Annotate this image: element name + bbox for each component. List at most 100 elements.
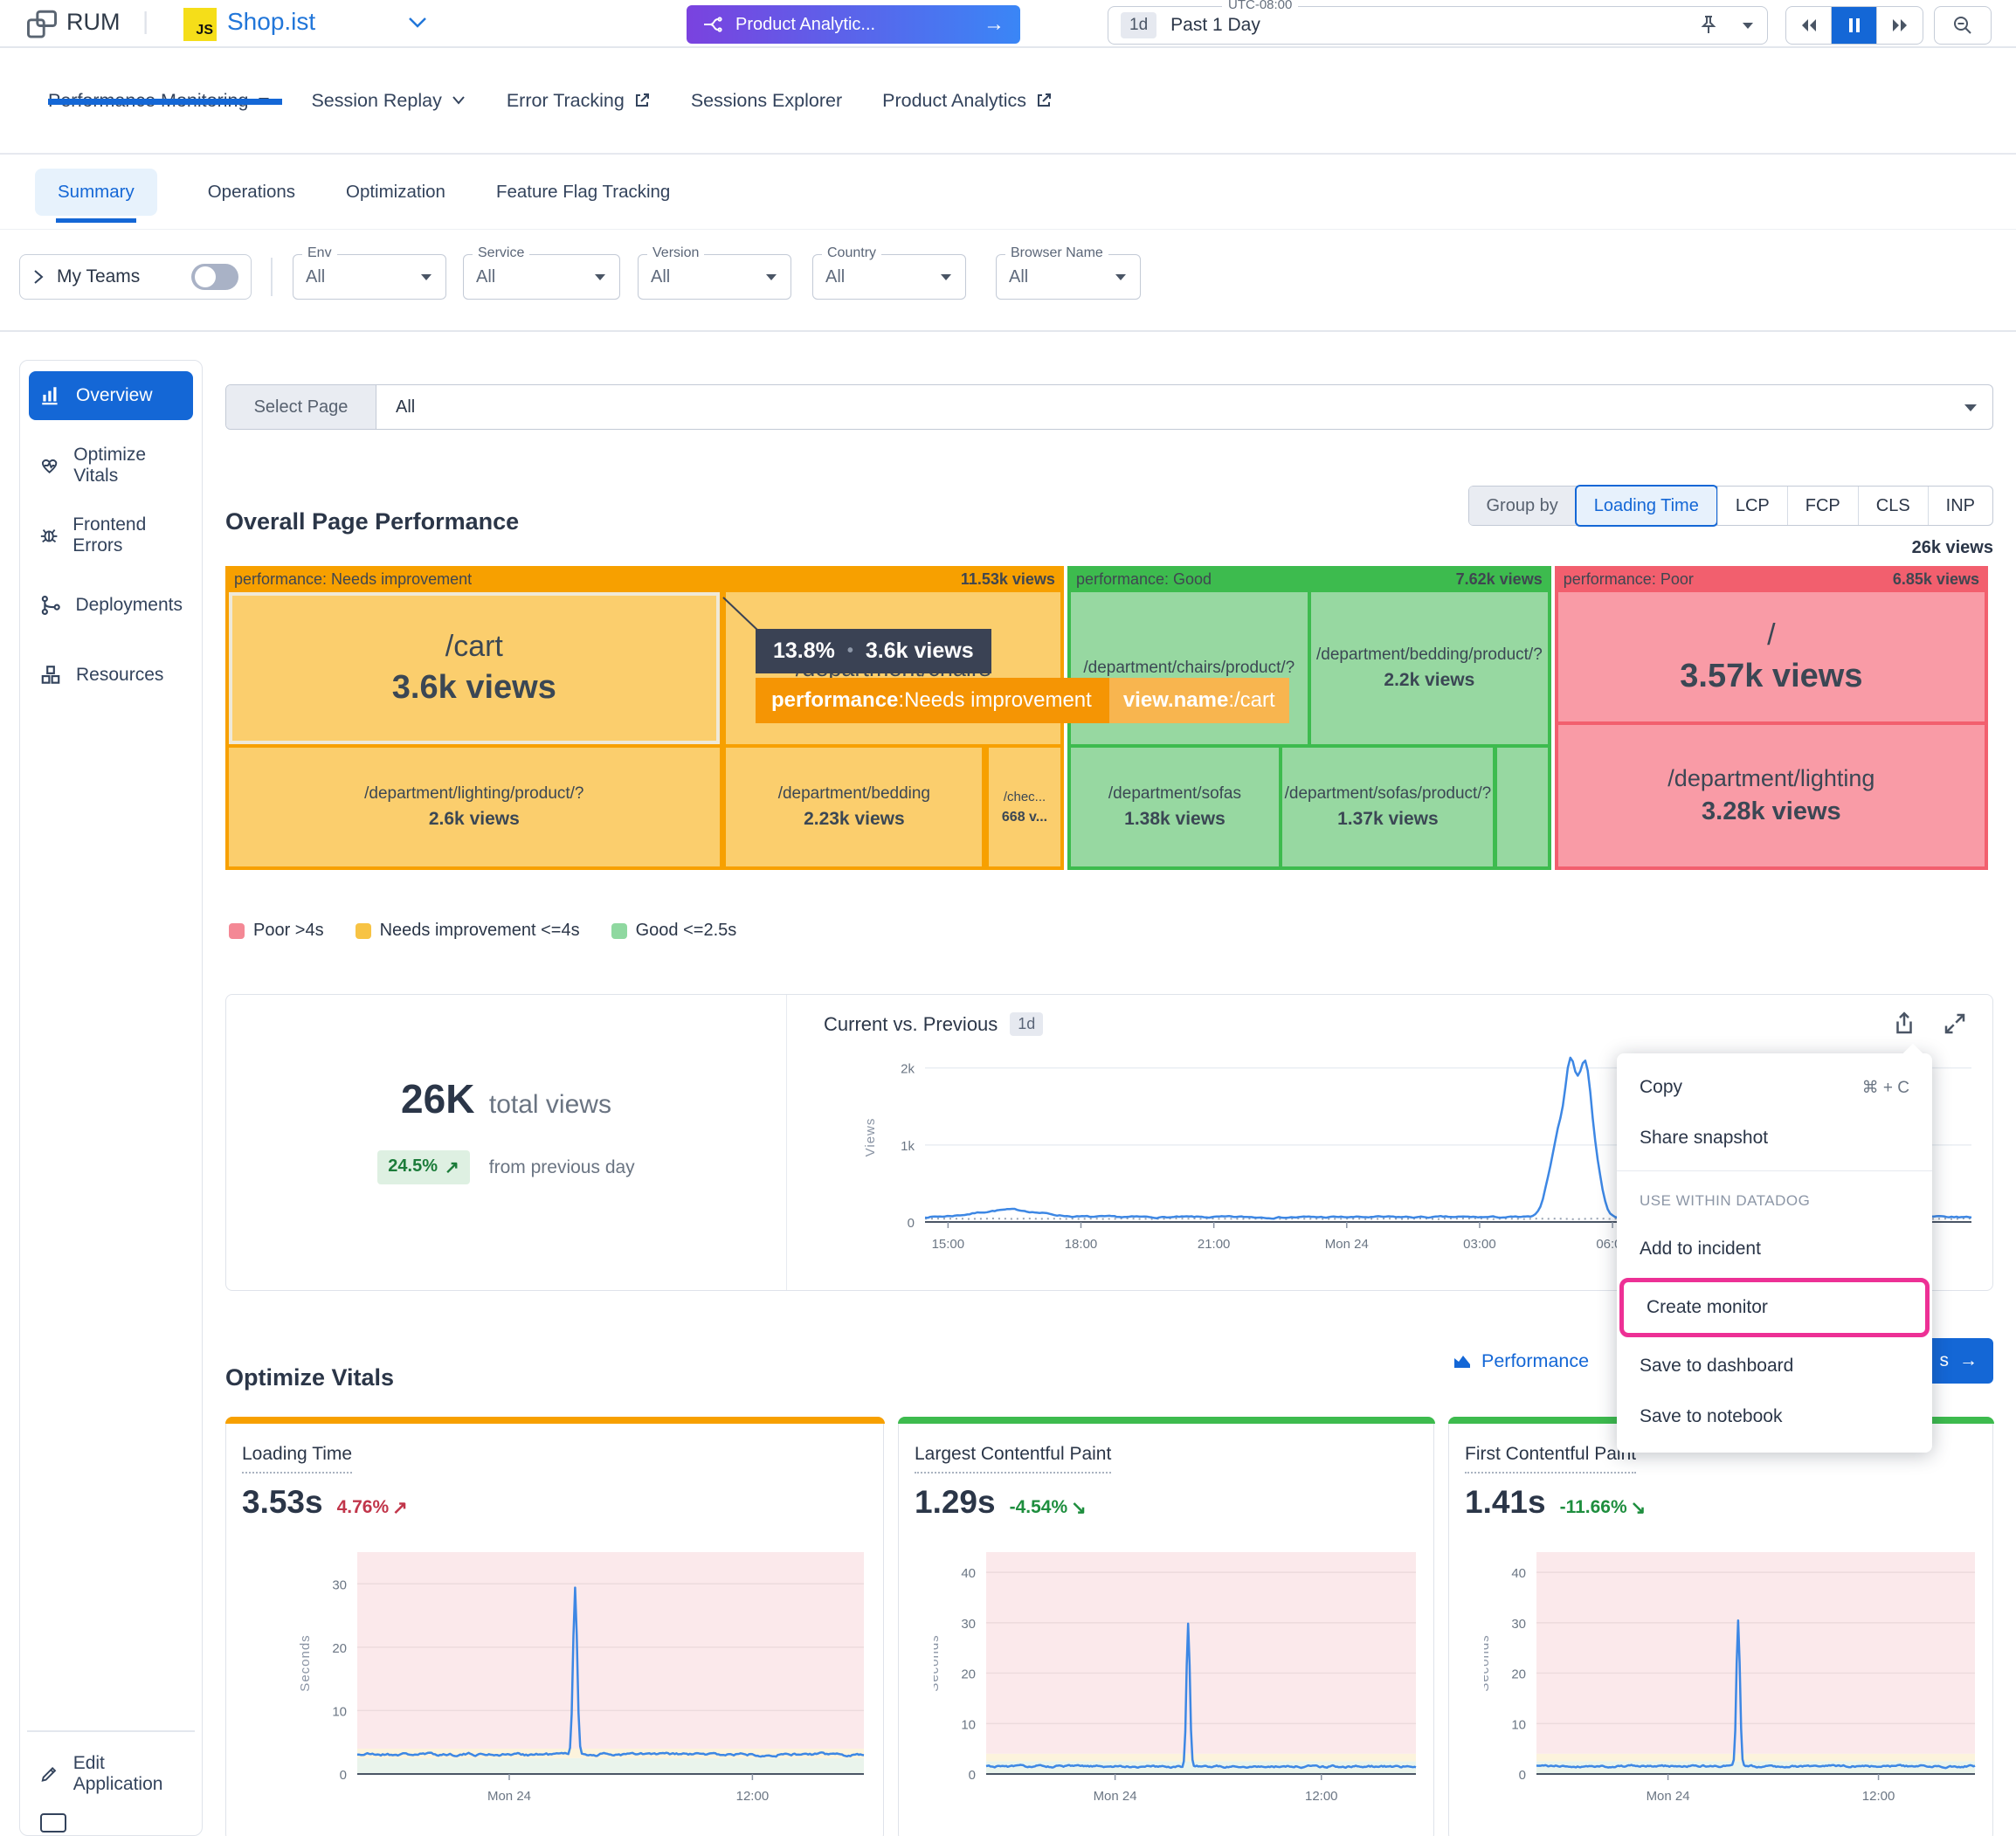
- tab-feature-flag-tracking[interactable]: Feature Flag Tracking: [495, 181, 671, 202]
- pencil-icon: [41, 1767, 57, 1782]
- performance-link[interactable]: Performance: [1452, 1350, 1589, 1372]
- pin-icon[interactable]: [1699, 15, 1718, 36]
- sidebar-item-frontend-errors[interactable]: Frontend Errors: [29, 511, 193, 560]
- version-filter[interactable]: Version All: [638, 245, 791, 300]
- chevron-down-icon[interactable]: [407, 16, 428, 30]
- delta-badge: 24.5% ↗: [377, 1150, 470, 1184]
- svg-text:30: 30: [1511, 1617, 1526, 1632]
- group-by-cls[interactable]: CLS: [1857, 487, 1928, 525]
- tab-optimization[interactable]: Optimization: [346, 181, 445, 202]
- sidebar-item-optimize-vitals[interactable]: Optimize Vitals: [29, 441, 193, 490]
- sidebar-item-resources[interactable]: Resources: [29, 651, 193, 700]
- main-navigation: Performance Monitoring Session Replay Er…: [0, 48, 2016, 155]
- create-monitor-highlight: Create monitor: [1619, 1278, 1930, 1337]
- svg-text:Mon 24: Mon 24: [1094, 1789, 1137, 1804]
- nav-product-analytics[interactable]: Product Analytics: [882, 90, 1053, 112]
- card-title[interactable]: First Contentful Paint: [1465, 1444, 1637, 1474]
- group-by-lcp[interactable]: LCP: [1716, 487, 1787, 525]
- sidebar-item-deployments[interactable]: Deployments: [29, 581, 193, 630]
- edit-application-button[interactable]: Edit Application: [29, 1750, 193, 1798]
- sub-navigation: Summary Operations Optimization Feature …: [0, 155, 2016, 230]
- svg-text:Mon 24: Mon 24: [1647, 1789, 1690, 1804]
- svg-text:1k: 1k: [901, 1139, 915, 1154]
- trend-icon: ↘: [1630, 1498, 1647, 1518]
- product-analytics-button-label: Product Analytic...: [735, 14, 876, 34]
- product-analytics-button[interactable]: Product Analytic... →: [687, 5, 1020, 44]
- treemap-tile[interactable]: /department/sofas/product/? 1.37k views: [1282, 748, 1494, 866]
- first-contentful-paint-card: First Contentful Paint 1.41s -11.66% ↘ 0 1…: [1447, 1416, 1994, 1836]
- copy-shortcut: ⌘ + C: [1861, 1078, 1909, 1097]
- select-page-dropdown[interactable]: Select Page All: [225, 384, 1993, 430]
- legend-item-needs-improvement: Needs improvement <=4s: [355, 921, 580, 941]
- svg-text:0: 0: [969, 1768, 976, 1783]
- deployments-icon: [41, 595, 60, 616]
- treemap-tile[interactable]: /department/lighting 3.28k views: [1557, 724, 1985, 866]
- svg-text:40: 40: [1511, 1566, 1526, 1581]
- export-icon[interactable]: [1891, 1011, 1917, 1037]
- card-title[interactable]: Loading Time: [242, 1444, 353, 1474]
- tab-summary[interactable]: Summary: [35, 168, 157, 223]
- heart-pulse-icon: [41, 459, 58, 474]
- caret-down-icon[interactable]: [1741, 20, 1755, 31]
- nav-error-tracking[interactable]: Error Tracking: [507, 90, 651, 112]
- browser-name-filter[interactable]: Browser Name All: [996, 245, 1141, 300]
- menu-item-save-to-notebook[interactable]: Save to notebook: [1640, 1406, 1783, 1426]
- legend-swatch: [229, 922, 245, 939]
- application-selector[interactable]: Shop.ist: [227, 8, 316, 35]
- country-filter[interactable]: Country All: [812, 245, 966, 300]
- tooltip-connector: [722, 597, 759, 632]
- trend-icon: ↗: [392, 1498, 408, 1518]
- page-title: Overall Page Performance: [225, 508, 520, 535]
- nav-sessions-explorer[interactable]: Sessions Explorer: [690, 89, 843, 111]
- my-teams-toggle[interactable]: [191, 264, 238, 290]
- group-by-fcp[interactable]: FCP: [1786, 487, 1858, 525]
- service-filter[interactable]: Service All: [463, 245, 620, 300]
- total-views-count: 26k views: [1911, 538, 1993, 557]
- nav-session-replay[interactable]: Session Replay: [311, 90, 466, 112]
- svg-text:Seconds: Seconds: [934, 1634, 942, 1691]
- menu-item-share-snapshot[interactable]: Share snapshot: [1640, 1128, 1769, 1148]
- time-playback-controls: [1785, 6, 1923, 45]
- total-views-label: total views: [488, 1090, 611, 1119]
- select-page-value: All: [396, 397, 416, 417]
- treemap-section-header: performance: Needs improvement 11.53k vie…: [234, 569, 1055, 588]
- svg-text:0: 0: [908, 1216, 915, 1231]
- sidebar-item-overview[interactable]: Overview: [29, 371, 193, 420]
- treemap-tile[interactable]: /department/sofas 1.38k views: [1070, 748, 1279, 866]
- time-forward-button[interactable]: [1877, 7, 1923, 44]
- tab-operations[interactable]: Operations: [207, 181, 295, 202]
- largest-contentful-paint-chart[interactable]: 0 10 20 30 40 Seconds Mon 24 12:00: [934, 1540, 1419, 1836]
- bar-chart-icon: [42, 387, 58, 405]
- menu-item-save-to-dashboard[interactable]: Save to dashboard: [1640, 1356, 1794, 1376]
- time-range-selector[interactable]: UTC-08:00 1d Past 1 Day: [1108, 0, 1768, 45]
- my-teams-filter[interactable]: My Teams: [19, 254, 252, 300]
- loading-time-chart[interactable]: 0 10 20 30 Seconds Mon 24 12:00: [261, 1540, 867, 1836]
- env-filter[interactable]: Env All: [293, 245, 446, 300]
- pause-button[interactable]: [1832, 7, 1877, 44]
- treemap-tile[interactable]: /3.57k views: [1557, 592, 1985, 721]
- treemap-tile[interactable]: /department/bedding/product/? 2.2k views: [1311, 592, 1548, 745]
- treemap-tile[interactable]: /chec... 668 v...: [989, 748, 1060, 866]
- time-range-label: Past 1 Day: [1170, 15, 1260, 35]
- zoom-out-button[interactable]: [1934, 6, 1992, 45]
- top-bar: RUM | JS Shop.ist Product Analytic... → …: [0, 0, 2016, 48]
- first-contentful-paint-chart[interactable]: 0 10 20 30 40 Seconds Mon 24 12:00: [1484, 1540, 1978, 1836]
- expand-icon[interactable]: [1942, 1011, 1968, 1037]
- group-by-loading-time[interactable]: Loading Time: [1574, 485, 1718, 527]
- svg-text:12:00: 12:00: [1305, 1789, 1338, 1804]
- trend-up-icon: ↗: [445, 1158, 459, 1177]
- treemap-tile[interactable]: /department/bedding 2.23k views: [726, 748, 983, 866]
- card-title[interactable]: Largest Contentful Paint: [915, 1444, 1112, 1474]
- treemap-tile[interactable]: /department/lighting/product/? 2.6k views: [229, 748, 720, 866]
- time-backward-button[interactable]: [1786, 7, 1832, 44]
- largest-contentful-paint-card: Largest Contentful Paint 1.29s -4.54% ↘ 0…: [897, 1416, 1435, 1836]
- treemap-tile[interactable]: /cart 3.6k views: [229, 592, 720, 745]
- menu-item-copy[interactable]: Copy ⌘ + C: [1640, 1077, 1909, 1097]
- treemap-tile[interactable]: [1496, 748, 1548, 866]
- svg-text:10: 10: [961, 1717, 976, 1732]
- menu-item-add-to-incident[interactable]: Add to incident: [1640, 1239, 1761, 1259]
- rum-logo-icon: [26, 10, 58, 39]
- menu-item-create-monitor[interactable]: Create monitor: [1647, 1297, 1768, 1317]
- group-by-inp[interactable]: INP: [1927, 487, 1992, 525]
- keyboard-shortcuts-icon[interactable]: [39, 1812, 67, 1835]
